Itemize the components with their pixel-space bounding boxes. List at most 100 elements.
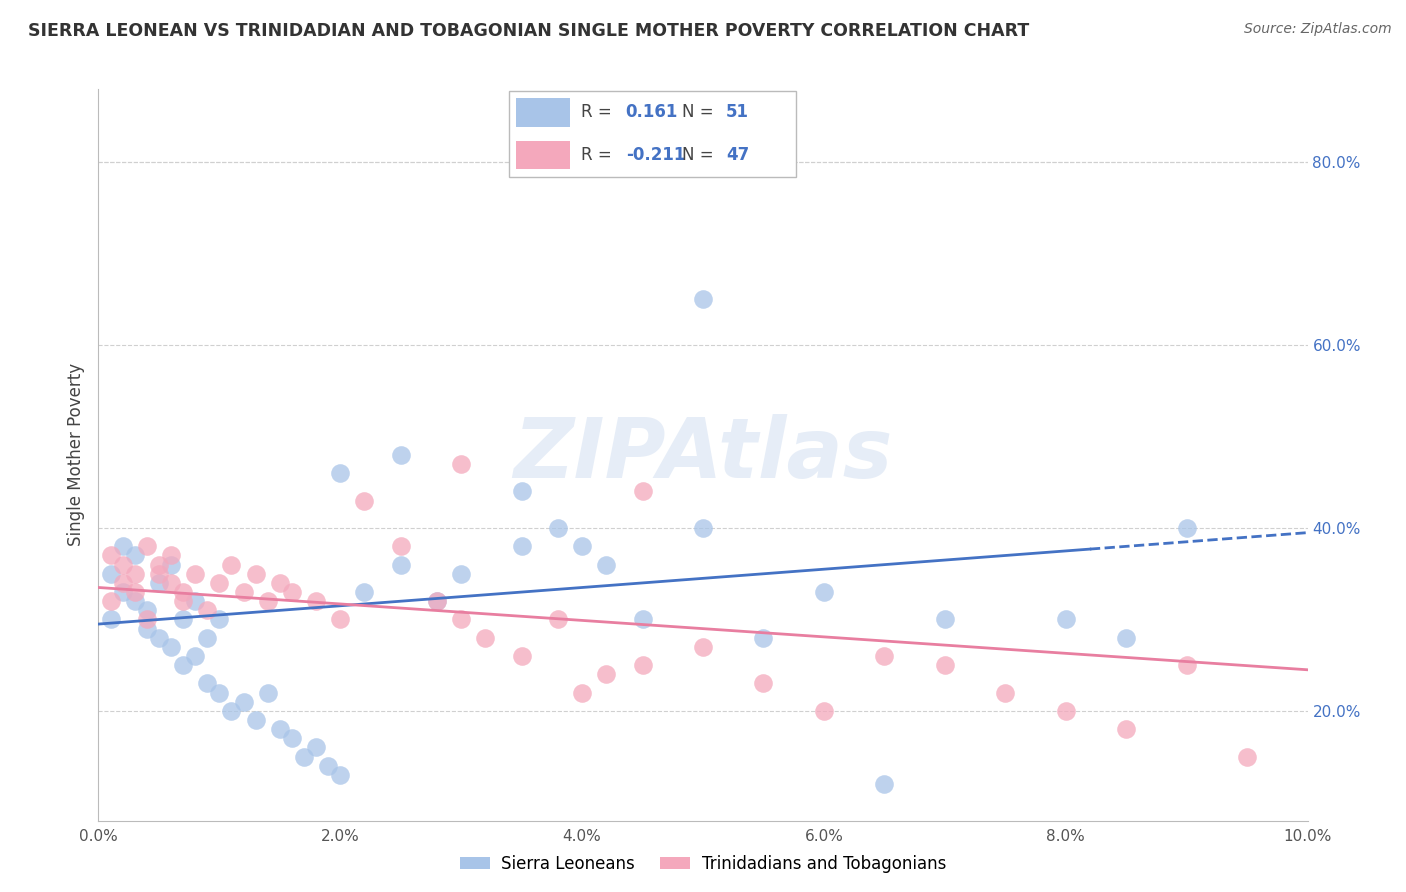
Point [631,613,654,627]
Point [269,723,291,737]
FancyBboxPatch shape [516,141,569,169]
Point [692,293,714,307]
Point [208,576,231,591]
Point [1175,658,1198,673]
Point [184,649,207,664]
Point [1054,613,1077,627]
Point [510,539,533,553]
Point [1115,723,1137,737]
Point [100,594,122,608]
Text: 47: 47 [725,146,749,164]
Point [160,640,183,654]
Point [111,576,134,591]
Point [547,521,569,535]
Point [547,613,569,627]
Point [1175,521,1198,535]
Point [752,676,775,690]
Point [510,649,533,664]
Text: ZIPAtlas: ZIPAtlas [513,415,893,495]
Point [184,566,207,581]
Point [813,585,835,599]
Point [692,521,714,535]
Point [281,731,304,746]
Point [160,558,183,572]
Point [873,649,896,664]
Text: N =: N = [682,146,718,164]
Point [595,667,617,681]
Point [269,576,291,591]
Point [172,613,194,627]
Point [221,558,243,572]
Text: SIERRA LEONEAN VS TRINIDADIAN AND TOBAGONIAN SINGLE MOTHER POVERTY CORRELATION C: SIERRA LEONEAN VS TRINIDADIAN AND TOBAGO… [28,22,1029,40]
Point [100,549,122,563]
Point [232,695,254,709]
Point [510,484,533,499]
Text: Source: ZipAtlas.com: Source: ZipAtlas.com [1244,22,1392,37]
Point [184,594,207,608]
Point [195,631,218,645]
Point [135,613,157,627]
Point [148,558,170,572]
Point [305,594,328,608]
Point [135,539,157,553]
Text: -0.211: -0.211 [626,146,685,164]
Text: 51: 51 [725,103,749,121]
Point [305,740,328,755]
Point [124,549,146,563]
Point [450,457,472,471]
Point [281,585,304,599]
Point [148,566,170,581]
Text: R =: R = [582,146,617,164]
Point [160,576,183,591]
Point [195,676,218,690]
Point [934,658,956,673]
Point [256,686,278,700]
Point [135,622,157,636]
Point [100,613,122,627]
Point [329,768,352,782]
Point [245,566,267,581]
Point [474,631,496,645]
Point [389,448,412,462]
Point [172,658,194,673]
Point [160,549,183,563]
Legend: Sierra Leoneans, Trinidadians and Tobagonians: Sierra Leoneans, Trinidadians and Tobago… [453,848,953,880]
Point [111,539,134,553]
Point [353,493,375,508]
Point [389,539,412,553]
Point [329,466,352,480]
Point [172,585,194,599]
Point [256,594,278,608]
Point [124,594,146,608]
Point [195,603,218,617]
Point [595,558,617,572]
Point [124,585,146,599]
Point [111,558,134,572]
Point [426,594,449,608]
Point [752,631,775,645]
Point [994,686,1017,700]
Text: 0.161: 0.161 [626,103,678,121]
Point [353,585,375,599]
Point [148,576,170,591]
Point [245,713,267,727]
Point [1054,704,1077,718]
Text: R =: R = [582,103,617,121]
Point [571,539,593,553]
Point [135,603,157,617]
Point [873,777,896,791]
Point [450,613,472,627]
Point [426,594,449,608]
Point [1236,749,1258,764]
Point [111,585,134,599]
Point [813,704,835,718]
Point [124,566,146,581]
Point [292,749,315,764]
FancyBboxPatch shape [516,98,569,127]
Point [329,613,352,627]
Point [221,704,243,718]
Point [389,558,412,572]
Point [148,631,170,645]
Text: N =: N = [682,103,718,121]
Point [232,585,254,599]
